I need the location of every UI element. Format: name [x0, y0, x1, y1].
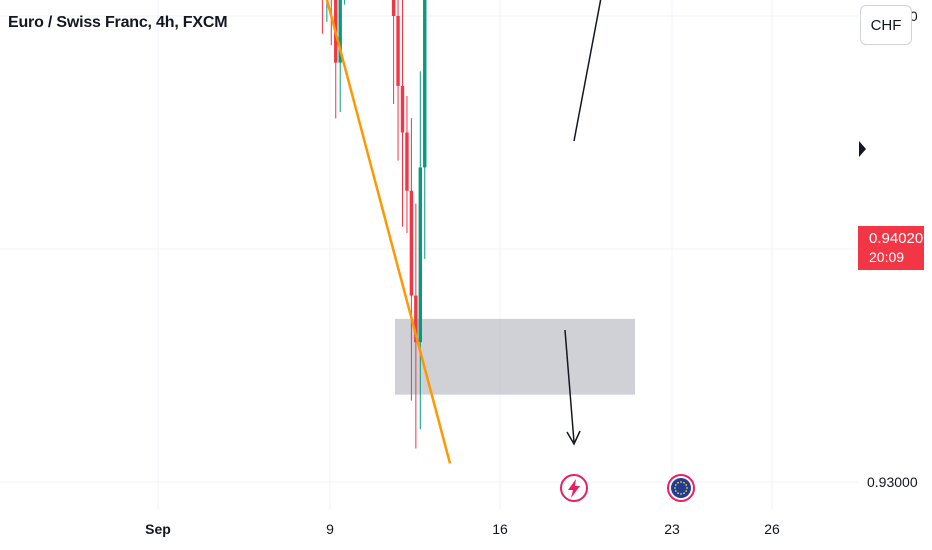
last-price-tag: 0.94020 20:09	[858, 226, 924, 270]
time-tick-label: 9	[326, 521, 334, 537]
flag-star	[685, 490, 688, 492]
last-price-value: 0.94020	[869, 230, 924, 247]
time-tick-label: 26	[764, 521, 780, 537]
flag-star	[683, 481, 685, 484]
price-tick-label: 0.93000	[867, 474, 918, 490]
grid-lines	[0, 0, 858, 510]
candle-body	[338, 0, 342, 63]
flag-star	[674, 484, 677, 486]
candle-body	[391, 0, 396, 16]
candle-body	[405, 132, 409, 191]
candle-body	[409, 190, 414, 296]
flag-star	[686, 487, 688, 489]
candle-down	[405, 96, 409, 234]
time-axis: Sep 9 16 23 26	[145, 521, 780, 537]
currency-selector[interactable]: CHF	[860, 5, 912, 45]
candle-down	[400, 0, 405, 227]
time-tick-label: Sep	[145, 521, 171, 537]
candle-down	[334, 0, 338, 119]
flag-star	[685, 484, 688, 486]
candle-body	[418, 167, 422, 343]
candle-down	[414, 203, 418, 449]
flag-star	[677, 481, 679, 484]
candle-body	[414, 295, 418, 343]
arrow-down-line	[564, 329, 575, 443]
candle-down	[396, 0, 400, 161]
flag-star	[680, 481, 682, 483]
candle-up	[423, 0, 427, 259]
candle-down	[321, 0, 323, 34]
sr-zone	[395, 318, 635, 395]
arrow-up-line	[573, 0, 602, 142]
flag-star	[674, 487, 676, 489]
candle-down	[409, 118, 414, 401]
economic-event-icon	[560, 474, 588, 502]
candle-body	[423, 0, 427, 168]
time-tick-label: 16	[492, 521, 508, 537]
flag-disc	[671, 478, 691, 498]
candle-up	[418, 71, 422, 430]
candle-up	[338, 0, 342, 113]
lightning-icon	[568, 479, 580, 498]
arrow-down-head	[566, 430, 581, 446]
eu-flag-icon	[667, 474, 695, 502]
axis-marker-icon	[859, 141, 866, 157]
candle-body	[396, 16, 400, 86]
flag-star	[683, 492, 685, 495]
channel-lower-line	[325, 0, 452, 464]
flag-star	[680, 493, 682, 495]
time-tick-label: 23	[664, 521, 680, 537]
flag-star	[677, 492, 679, 495]
candle-down	[391, 0, 396, 104]
symbol-title: Euro / Swiss Franc, 4h, FXCM	[8, 14, 228, 31]
flag-star	[674, 490, 677, 492]
candle-body	[400, 85, 405, 133]
candle-up	[344, 0, 346, 5]
bar-countdown: 20:09	[869, 249, 905, 265]
